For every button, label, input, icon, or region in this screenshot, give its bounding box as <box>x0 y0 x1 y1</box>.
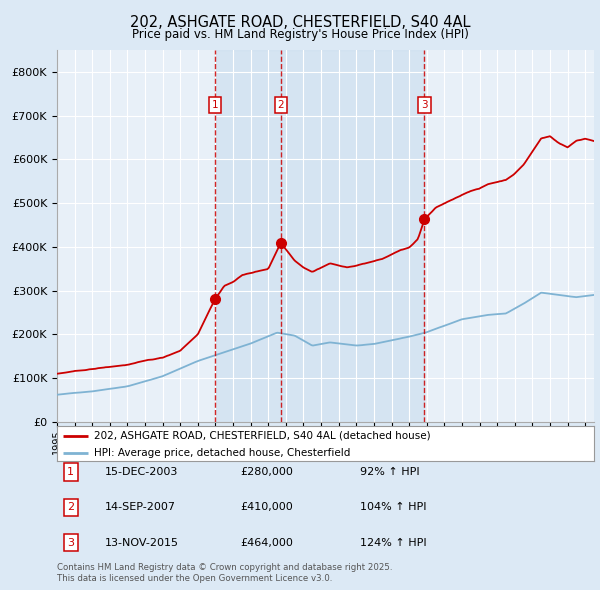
Text: 3: 3 <box>421 100 428 110</box>
Text: 124% ↑ HPI: 124% ↑ HPI <box>360 538 427 548</box>
Text: 13-NOV-2015: 13-NOV-2015 <box>105 538 179 548</box>
Text: This data is licensed under the Open Government Licence v3.0.: This data is licensed under the Open Gov… <box>57 573 332 583</box>
Text: 15-DEC-2003: 15-DEC-2003 <box>105 467 178 477</box>
Text: 2: 2 <box>67 503 74 512</box>
Text: Price paid vs. HM Land Registry's House Price Index (HPI): Price paid vs. HM Land Registry's House … <box>131 28 469 41</box>
Text: HPI: Average price, detached house, Chesterfield: HPI: Average price, detached house, Ches… <box>94 448 350 457</box>
Bar <box>281 50 424 422</box>
Text: 14-SEP-2007: 14-SEP-2007 <box>105 503 176 512</box>
Text: £410,000: £410,000 <box>240 503 293 512</box>
Bar <box>215 50 281 422</box>
Text: 1: 1 <box>211 100 218 110</box>
Text: 3: 3 <box>67 538 74 548</box>
Text: 104% ↑ HPI: 104% ↑ HPI <box>360 503 427 512</box>
Text: Contains HM Land Registry data © Crown copyright and database right 2025.: Contains HM Land Registry data © Crown c… <box>57 563 392 572</box>
Text: £464,000: £464,000 <box>240 538 293 548</box>
Text: 202, ASHGATE ROAD, CHESTERFIELD, S40 4AL (detached house): 202, ASHGATE ROAD, CHESTERFIELD, S40 4AL… <box>94 431 430 441</box>
Text: 202, ASHGATE ROAD, CHESTERFIELD, S40 4AL: 202, ASHGATE ROAD, CHESTERFIELD, S40 4AL <box>130 15 470 30</box>
Text: 2: 2 <box>277 100 284 110</box>
Text: 1: 1 <box>67 467 74 477</box>
Text: £280,000: £280,000 <box>240 467 293 477</box>
Text: 92% ↑ HPI: 92% ↑ HPI <box>360 467 419 477</box>
